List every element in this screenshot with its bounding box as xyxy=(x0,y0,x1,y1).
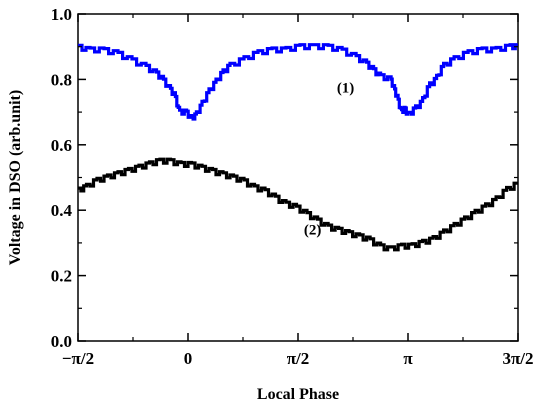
series-group: (1) (2) xyxy=(78,43,518,252)
x-tick-label: π xyxy=(403,349,413,368)
x-tick-label: 3π/2 xyxy=(502,349,533,368)
y-tick-label: 0.0 xyxy=(51,332,72,351)
x-tick-label: π/2 xyxy=(287,349,310,368)
series-2-label: (2) xyxy=(304,223,322,239)
y-tick-label: 1.0 xyxy=(51,5,72,24)
y-tick-label: 0.2 xyxy=(51,267,72,286)
y-tick-label: 0.6 xyxy=(51,136,72,155)
labels-group: Local Phase Voltage in DSO (arb.unit) xyxy=(7,90,339,403)
y-tick-label: 0.4 xyxy=(51,201,73,220)
ticks-group: −π/2 0 π/2 π 3π/2 0.0 0.2 0.4 0.6 0.8 1.0 xyxy=(51,5,534,368)
x-axis-label: Local Phase xyxy=(257,386,339,403)
x-tick-label: 0 xyxy=(184,349,193,368)
y-axis-label: Voltage in DSO (arb.unit) xyxy=(7,90,24,265)
series-1-label: (1) xyxy=(337,80,355,96)
y-tick-label: 0.8 xyxy=(51,70,72,89)
x-tick-label: −π/2 xyxy=(62,349,94,368)
series-2-line xyxy=(78,157,518,252)
series-1-line xyxy=(78,43,518,121)
